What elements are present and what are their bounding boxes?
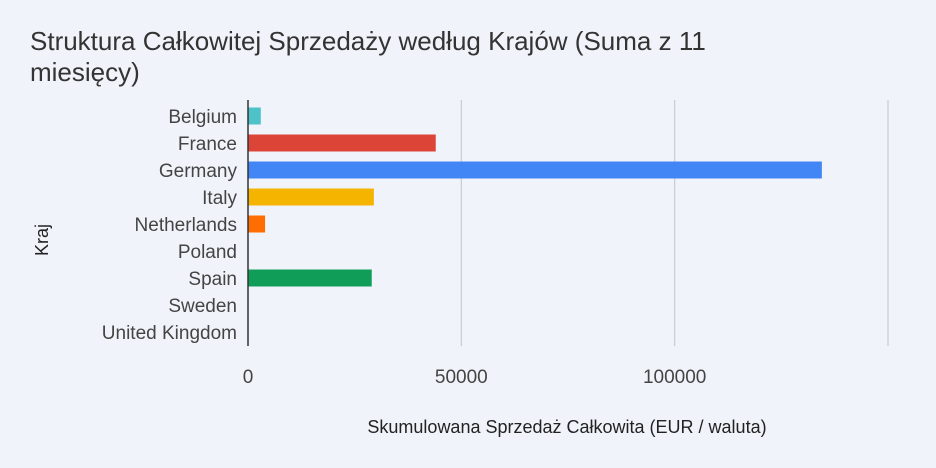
category-labels: Belgium France Germany Italy Netherlands Pola… <box>102 107 238 344</box>
x-tick-label-100000: 100000 <box>643 367 706 388</box>
category-label-united-kingdom: United Kingdom <box>102 323 237 344</box>
bar-netherlands <box>248 215 266 233</box>
bar-italy <box>248 188 374 206</box>
x-axis-title: Skumulowana Sprzedaż Całkowita (EUR / wa… <box>367 417 766 437</box>
gridlines <box>460 100 889 346</box>
bars <box>248 107 822 287</box>
category-label-spain: Spain <box>188 269 237 290</box>
bar-spain <box>248 269 372 287</box>
y-axis-title: Kraj <box>32 224 52 256</box>
category-label-italy: Italy <box>202 188 237 209</box>
category-label-poland: Poland <box>178 242 237 263</box>
category-label-france: France <box>178 134 237 155</box>
bar-germany <box>248 161 822 179</box>
chart-title-line-1: Struktura Całkowitej Sprzedaży według Kr… <box>30 26 706 56</box>
x-tick-label-0: 0 <box>243 367 254 388</box>
x-tick-label-50000: 50000 <box>435 367 488 388</box>
bar-belgium <box>248 107 261 125</box>
category-label-germany: Germany <box>159 161 238 182</box>
category-label-belgium: Belgium <box>168 107 237 128</box>
bar-france <box>248 134 436 152</box>
chart-title-line-2: miesięcy) <box>30 57 140 87</box>
category-label-sweden: Sweden <box>168 296 237 317</box>
category-label-netherlands: Netherlands <box>135 215 237 236</box>
x-tick-labels: 0 50000 100000 <box>243 367 707 388</box>
